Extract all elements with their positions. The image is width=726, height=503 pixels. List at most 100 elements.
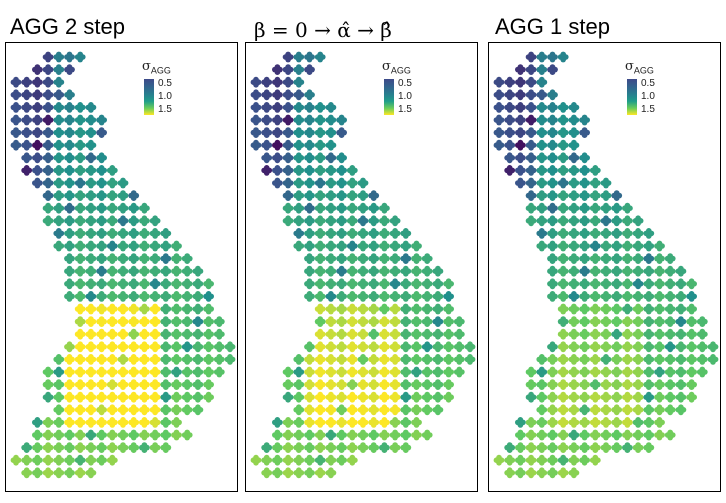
map-point	[611, 291, 623, 302]
map-point	[106, 278, 118, 290]
map-point	[432, 303, 444, 315]
map-point	[368, 253, 380, 264]
map-point	[622, 404, 633, 416]
map-point	[53, 89, 65, 101]
map-point	[181, 341, 193, 353]
map-point	[536, 240, 548, 252]
map-point	[96, 417, 107, 428]
map-point	[579, 303, 590, 315]
map-point	[325, 354, 337, 365]
map-point	[379, 253, 390, 264]
map-point	[261, 467, 273, 479]
map-point	[632, 278, 644, 290]
map-point	[411, 278, 422, 290]
map-point	[314, 429, 326, 441]
map-point	[106, 215, 118, 227]
map-point	[686, 278, 697, 290]
map-point	[557, 127, 569, 138]
map-point	[171, 303, 182, 315]
map-point	[336, 202, 347, 214]
map-point	[250, 454, 262, 466]
map-point	[400, 391, 412, 403]
map-point	[675, 303, 687, 315]
map-point	[139, 316, 150, 328]
map-point	[96, 278, 107, 290]
map-point	[96, 341, 107, 353]
map-point	[293, 177, 305, 189]
map-point	[536, 190, 548, 201]
map-point	[325, 278, 337, 290]
map-point	[443, 316, 454, 328]
map-point	[421, 366, 433, 378]
map-point	[304, 454, 315, 466]
map-point	[400, 253, 412, 264]
map-point	[525, 139, 537, 151]
legend-tick: 1.5	[641, 104, 655, 115]
map-point	[192, 278, 204, 290]
map-point	[96, 316, 107, 328]
map-point	[96, 429, 107, 441]
map-point	[128, 240, 140, 252]
map-point	[96, 177, 107, 189]
map-point	[357, 215, 369, 227]
map-point	[643, 442, 655, 454]
map-point	[611, 215, 623, 227]
map-point	[139, 278, 150, 290]
map-point	[400, 404, 412, 416]
map-point	[203, 278, 214, 290]
map-point	[525, 64, 537, 75]
map-point	[589, 278, 601, 290]
map-point	[181, 303, 193, 315]
map-point	[421, 291, 433, 302]
map-point	[293, 228, 305, 239]
map-point	[346, 404, 358, 416]
map-point	[64, 127, 75, 138]
map-point	[675, 291, 687, 302]
map-point	[421, 354, 433, 365]
map-point	[400, 417, 412, 428]
map-point	[149, 442, 161, 454]
map-point	[579, 417, 590, 428]
map-point	[53, 177, 65, 189]
map-point	[515, 177, 526, 189]
map-point	[643, 291, 655, 302]
map-point	[171, 379, 182, 391]
map-point	[336, 240, 347, 252]
map-point	[568, 190, 580, 201]
map-point	[42, 442, 54, 454]
map-point	[250, 89, 262, 101]
map-point	[261, 102, 273, 113]
map-point	[293, 391, 305, 403]
map-point	[411, 429, 422, 441]
map-point	[379, 265, 390, 277]
map-point	[632, 404, 644, 416]
map-point	[389, 417, 401, 428]
map-point	[64, 177, 75, 189]
map-point	[314, 467, 326, 479]
map-point	[568, 177, 580, 189]
map-point	[547, 240, 558, 252]
map-point	[579, 354, 590, 365]
map-point	[547, 417, 558, 428]
map-point	[368, 429, 380, 441]
map-point	[304, 366, 315, 378]
map-point	[515, 442, 526, 454]
map-point	[293, 417, 305, 428]
map-point	[515, 139, 526, 151]
map-point	[85, 303, 97, 315]
map-point	[74, 228, 86, 239]
map-point	[368, 240, 380, 252]
map-point	[336, 165, 347, 176]
map-point	[379, 240, 390, 252]
map-point	[293, 190, 305, 201]
map-point	[106, 454, 118, 466]
map-point	[643, 278, 655, 290]
map-point	[421, 328, 433, 340]
map-point	[400, 316, 412, 328]
map-point	[282, 215, 294, 227]
map-point	[314, 253, 326, 264]
map-point	[282, 102, 294, 113]
map-point	[32, 467, 43, 479]
map-point	[568, 316, 580, 328]
map-point	[600, 341, 612, 353]
